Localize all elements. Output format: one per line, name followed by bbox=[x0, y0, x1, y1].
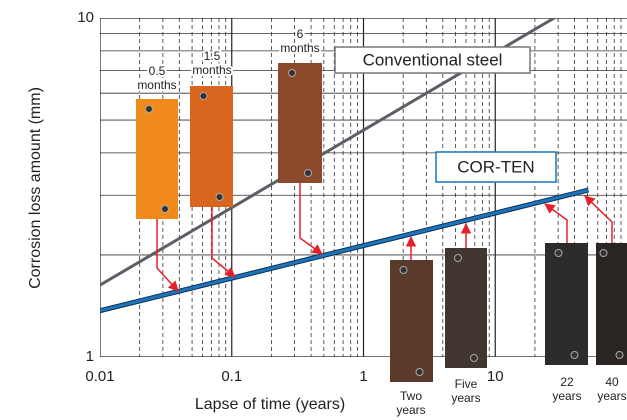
series-line bbox=[100, 188, 589, 313]
x-tick-label: 0.1 bbox=[221, 368, 242, 385]
x-tick-label: 1 bbox=[359, 368, 367, 385]
plate-hole bbox=[470, 354, 478, 362]
sample-plate bbox=[390, 260, 433, 382]
y-tick-label: 1 bbox=[86, 348, 94, 365]
plate-hole bbox=[161, 205, 169, 213]
legend-label: COR-TEN bbox=[457, 157, 534, 176]
plate-hole bbox=[215, 193, 224, 201]
plate-hole bbox=[554, 249, 563, 257]
sample-label: 40 bbox=[605, 375, 619, 389]
sample-label: 1.5 bbox=[204, 49, 221, 63]
legend-box bbox=[334, 46, 531, 74]
x-tick-label: 0.01 bbox=[85, 368, 114, 385]
x-axis-label: Lapse of time (years) bbox=[195, 396, 345, 413]
sample-plate bbox=[136, 99, 178, 219]
arrow bbox=[299, 183, 323, 255]
arrow bbox=[156, 219, 179, 292]
sample-label: months bbox=[137, 78, 176, 92]
plate-hole bbox=[615, 351, 624, 359]
sample-label: 6 bbox=[297, 27, 304, 41]
sample-label: Two bbox=[400, 389, 422, 403]
sample-plate bbox=[190, 86, 233, 207]
y-axis-label: Corrosion loss amount (mm) bbox=[27, 87, 44, 289]
sample-label: 0.5 bbox=[149, 64, 166, 78]
plate-hole bbox=[454, 254, 462, 262]
sample-label: 22 bbox=[560, 375, 574, 389]
legend-box bbox=[435, 151, 557, 183]
sample-plate bbox=[596, 243, 627, 365]
arrow bbox=[544, 203, 568, 243]
sample-label: months bbox=[192, 63, 231, 77]
plate-hole bbox=[399, 266, 408, 274]
plate-hole bbox=[199, 92, 208, 100]
sample-plate bbox=[278, 63, 322, 183]
sample-label: months bbox=[280, 41, 319, 55]
arrow bbox=[211, 207, 236, 278]
plate-hole bbox=[145, 105, 153, 113]
arrow bbox=[584, 195, 613, 243]
sample-label: years bbox=[451, 391, 480, 405]
legend-label: Conventional steel bbox=[363, 50, 503, 69]
plate-hole bbox=[288, 69, 296, 77]
plate-hole bbox=[304, 169, 312, 177]
x-tick-label: 10 bbox=[487, 368, 504, 385]
sample-label: years bbox=[597, 389, 626, 403]
sample-plate bbox=[445, 248, 487, 368]
plate-hole bbox=[599, 249, 608, 257]
plate-hole bbox=[415, 368, 424, 376]
sample-plate bbox=[545, 243, 588, 365]
sample-label: years bbox=[396, 403, 425, 417]
sample-label: years bbox=[552, 389, 581, 403]
sample-label: Five bbox=[455, 377, 478, 391]
y-tick-label: 10 bbox=[77, 9, 94, 26]
plate-hole bbox=[570, 351, 579, 359]
